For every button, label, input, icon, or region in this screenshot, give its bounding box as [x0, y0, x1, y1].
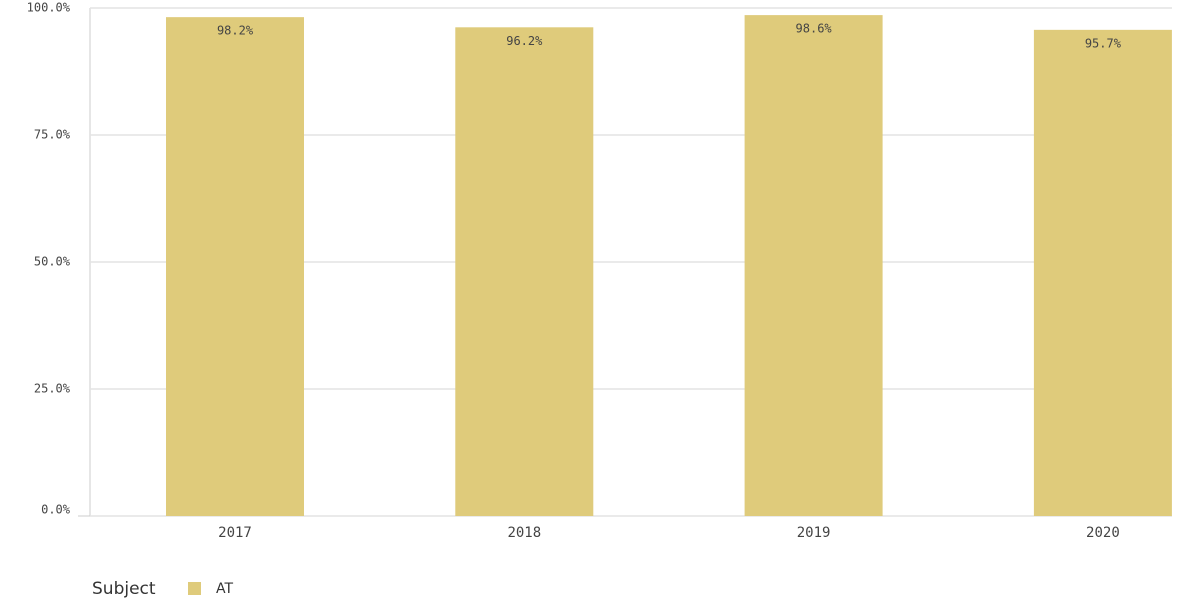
x-tick-label: 2018 — [507, 525, 541, 541]
x-tick-label: 2019 — [797, 525, 831, 541]
y-tick-label: 0.0% — [41, 503, 71, 517]
legend-swatch — [188, 582, 201, 595]
bar — [1033, 29, 1172, 517]
bar — [455, 27, 594, 517]
legend-label: AT — [216, 581, 233, 597]
bar — [744, 15, 883, 517]
y-tick-label: 25.0% — [34, 382, 71, 396]
bar — [166, 17, 304, 516]
y-tick-label: 75.0% — [34, 128, 71, 142]
value-label: 96.2% — [506, 34, 543, 48]
y-tick-label: 100.0% — [27, 1, 71, 15]
value-label: 98.2% — [217, 24, 254, 38]
x-tick-label: 2020 — [1086, 525, 1120, 541]
x-tick-label: 2017 — [218, 525, 252, 541]
y-tick-label: 50.0% — [34, 255, 71, 269]
value-label: 98.6% — [796, 22, 833, 36]
value-label: 95.7% — [1085, 36, 1122, 50]
legend-title: Subject — [92, 579, 156, 599]
